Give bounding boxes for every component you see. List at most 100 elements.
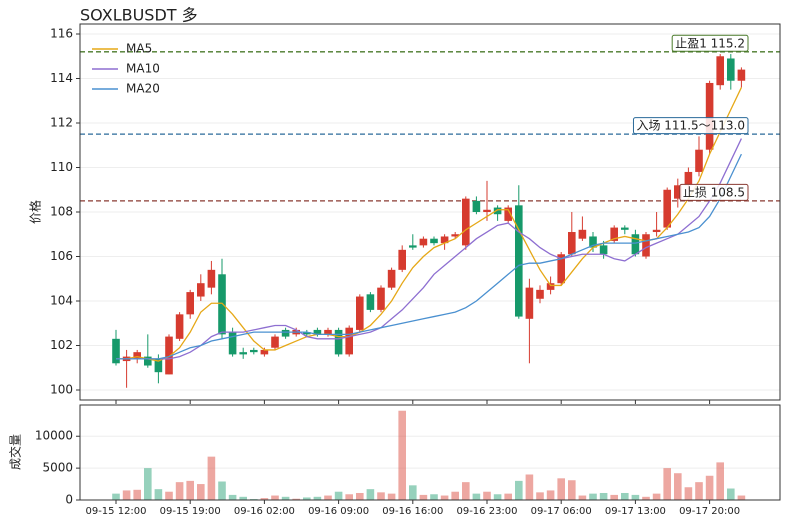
volume-bar (493, 494, 502, 500)
candle-body (716, 56, 724, 86)
candle-body (589, 236, 597, 248)
volume-bar (621, 492, 629, 500)
x-tick-label: 09-16 23:00 (456, 506, 517, 517)
volume-bar (175, 482, 184, 500)
volume-bar (462, 482, 470, 500)
legend-label: MA10 (126, 62, 160, 76)
x-tick-label: 09-15 12:00 (85, 506, 146, 517)
candle-body (737, 69, 746, 81)
candle-body (493, 207, 502, 215)
volume-bar (122, 490, 131, 500)
candle-body (557, 254, 565, 284)
volume-bar (727, 488, 735, 500)
candle-body (313, 329, 322, 335)
level-label-box (671, 34, 749, 52)
candle-body (621, 227, 629, 230)
volume-bar (207, 456, 216, 500)
volume-bar (610, 494, 618, 500)
volume-bar (568, 480, 576, 500)
volume-bar (557, 478, 565, 500)
candle-body (483, 209, 491, 212)
candle-body (334, 329, 343, 355)
candle-body (218, 274, 226, 335)
volume-bar (430, 494, 438, 500)
volume-bar (536, 492, 544, 500)
ma-line (116, 153, 742, 360)
volume-bar (165, 491, 173, 500)
volume-frame (79, 404, 781, 501)
level-label: 入场 111.5～113.0 (636, 119, 745, 133)
volume-bar (631, 494, 640, 500)
candle-body (207, 269, 216, 288)
volume-bar (642, 496, 650, 500)
candle-body (599, 245, 608, 255)
y-tick-label: 116 (50, 27, 73, 41)
y-tick-label: 110 (50, 160, 73, 174)
candle-body (356, 296, 364, 330)
y-tick-label: 104 (50, 293, 73, 307)
volume-bar (271, 495, 279, 500)
candle-body (610, 227, 618, 241)
volume-bar (334, 491, 343, 500)
volume-bar (133, 489, 141, 500)
volume-bar (197, 484, 205, 500)
chart-title: SOXLBUSDT 多 (80, 6, 198, 25)
candle-body (451, 234, 459, 237)
volume-bar (345, 494, 353, 500)
candle-body (515, 205, 523, 317)
candle-body (652, 229, 661, 233)
volume-bar (303, 497, 311, 500)
volume-bar (356, 492, 364, 500)
ma-line (116, 87, 742, 362)
y-tick-label: 106 (50, 249, 73, 263)
x-tick-label: 09-17 13:00 (605, 506, 666, 517)
volume-bar (154, 489, 163, 500)
volume-bar (684, 487, 693, 500)
y-axis-label: 价格 (28, 200, 43, 224)
candle-body (705, 82, 714, 150)
volume-bar (419, 494, 428, 500)
volume-bar (228, 494, 237, 500)
volume-bar (515, 480, 523, 500)
level-label-box (632, 117, 749, 135)
volume-bar (695, 482, 703, 500)
volume-bar (186, 480, 194, 500)
volume-bar (716, 462, 724, 500)
candle-body (250, 349, 258, 353)
candle-body (144, 356, 152, 366)
volume-bar (440, 495, 449, 500)
volume-bar (705, 475, 714, 500)
x-tick-label: 09-15 19:00 (160, 506, 221, 517)
candle-body (546, 283, 555, 290)
volume-bar (387, 493, 396, 500)
candle-body (727, 58, 735, 81)
candle-body (281, 329, 290, 337)
volume-bar (504, 493, 512, 500)
x-tick-label: 09-16 09:00 (308, 506, 369, 517)
candle-body (578, 229, 587, 239)
volume-bar (112, 493, 120, 500)
candle-body (239, 352, 247, 355)
candle-body (387, 269, 396, 288)
candle-body (642, 234, 650, 257)
volume-bar (589, 493, 597, 500)
candle-body (568, 232, 576, 255)
volume-bar (409, 485, 417, 500)
y-tick-label: 114 (50, 71, 73, 85)
candle-body (154, 358, 163, 373)
volume-bar (599, 492, 608, 500)
candle-body (440, 236, 449, 244)
legend-label: MA20 (126, 82, 160, 96)
volume-bar (652, 493, 661, 500)
y-tick-label: 108 (50, 205, 73, 219)
candle-body (504, 207, 512, 221)
candle-body (663, 189, 671, 228)
volume-bar (239, 496, 247, 500)
candle-body (684, 171, 693, 186)
volume-bar (366, 489, 375, 500)
candle-body (175, 314, 184, 339)
candle-body (133, 352, 141, 359)
volume-bar (260, 498, 269, 500)
volume-bar (737, 495, 746, 500)
